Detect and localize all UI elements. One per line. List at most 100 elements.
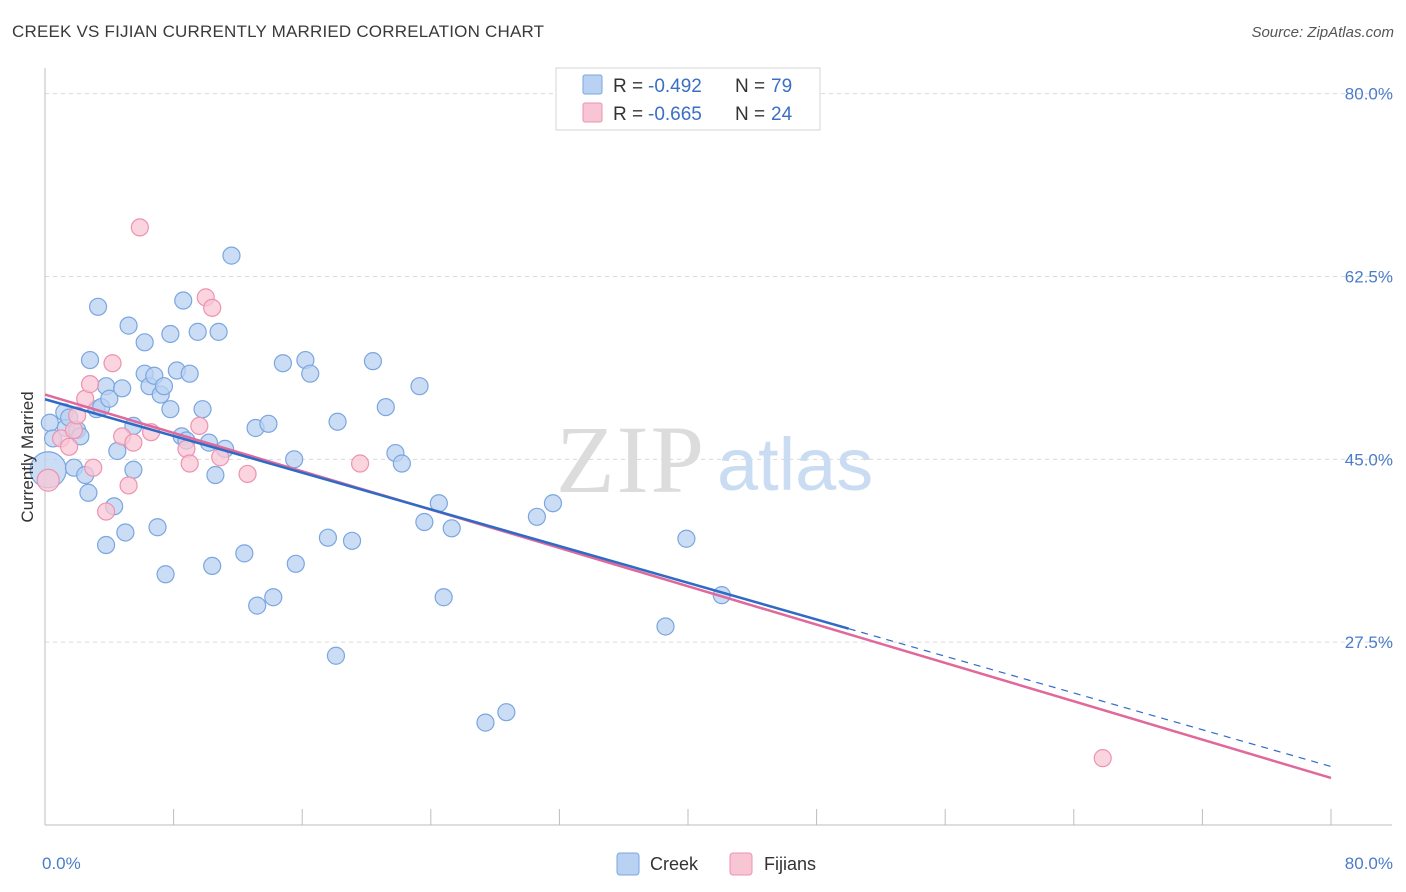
creek-point xyxy=(543,494,563,513)
fijian-point xyxy=(103,354,122,373)
y-tick-label-3: 80.0% xyxy=(1345,85,1393,104)
creek-point xyxy=(392,454,411,473)
creek-trend-extension xyxy=(848,628,1332,768)
creek-point xyxy=(326,646,346,665)
legend-fijian-r-label: R = xyxy=(613,104,643,125)
fijian-points xyxy=(36,218,1112,768)
creek-point xyxy=(376,397,395,417)
creek-point xyxy=(135,333,154,352)
creek-point xyxy=(656,617,675,636)
creek-point xyxy=(188,322,207,341)
fijian-point xyxy=(80,375,100,394)
creek-point xyxy=(148,518,167,537)
chart-title: CREEK VS FIJIAN CURRENTLY MARRIED CORREL… xyxy=(12,22,545,41)
creek-point xyxy=(124,460,143,479)
watermark-atlas: atlas xyxy=(717,423,873,506)
bottom-legend-fijian-label: Fijians xyxy=(764,854,816,874)
creek-point xyxy=(88,297,108,316)
creek-point xyxy=(161,324,180,344)
fijian-point xyxy=(124,433,143,452)
legend-creek-r-value: -0.492 xyxy=(648,76,702,97)
creek-point xyxy=(96,535,116,555)
creek-point xyxy=(203,556,222,576)
fijian-point xyxy=(84,458,103,477)
creek-points xyxy=(29,246,731,732)
creek-point xyxy=(301,364,320,383)
creek-point xyxy=(442,519,461,538)
top-legend: R = -0.492 N = 79 R = -0.665 N = 24 xyxy=(555,67,821,131)
fijian-trend-line xyxy=(44,393,1332,780)
creek-point xyxy=(497,703,516,722)
creek-point xyxy=(180,364,199,383)
creek-point xyxy=(527,507,546,526)
creek-point xyxy=(286,554,305,573)
creek-point xyxy=(209,322,228,341)
legend-fijian-swatch xyxy=(582,102,603,123)
fijian-point xyxy=(68,406,87,425)
fijian-point xyxy=(350,454,370,473)
y-tick-label-1: 45.0% xyxy=(1345,450,1393,469)
watermark-zip: ZIP xyxy=(556,406,706,513)
fijian-point xyxy=(180,454,199,473)
fijian-point xyxy=(119,476,138,495)
bottom-legend-creek-swatch xyxy=(616,852,640,876)
x-tick-label-1: 80.0% xyxy=(1345,854,1393,873)
creek-point xyxy=(476,713,495,732)
y-tick-label-2: 62.5% xyxy=(1345,268,1393,287)
tick-labels: 27.5% 45.0% 62.5% 80.0% 0.0% 80.0% xyxy=(42,85,1393,873)
creek-point xyxy=(116,523,135,542)
creek-point xyxy=(100,389,119,408)
legend-creek-swatch xyxy=(582,74,603,95)
y-axis-title: Currently Married xyxy=(18,391,37,522)
creek-point xyxy=(174,291,193,310)
creek-point xyxy=(154,377,174,396)
creek-point xyxy=(79,483,98,502)
creek-point xyxy=(40,413,59,432)
creek-point xyxy=(119,316,138,335)
creek-point xyxy=(193,400,212,419)
creek-point xyxy=(677,529,696,548)
bottom-legend: Creek Fijians xyxy=(616,852,816,876)
fijian-point xyxy=(36,468,60,492)
creek-point xyxy=(410,377,429,396)
creek-point xyxy=(318,528,338,547)
creek-point xyxy=(156,565,175,584)
creek-point xyxy=(161,400,180,419)
creek-point xyxy=(273,354,293,373)
fijian-point xyxy=(238,464,257,484)
creek-point xyxy=(434,588,453,607)
creek-point xyxy=(222,246,241,265)
legend-fijian-n-label: N = xyxy=(735,104,765,125)
fijian-point xyxy=(1093,749,1112,768)
creek-point xyxy=(80,350,100,370)
legend-creek-n-value: 79 xyxy=(771,76,792,97)
creek-point xyxy=(363,352,383,371)
fijian-point xyxy=(203,298,222,317)
watermark: ZIP atlas xyxy=(556,406,873,513)
x-tick-label-0: 0.0% xyxy=(42,854,81,873)
legend-fijian-n-value: 24 xyxy=(771,104,793,125)
creek-point xyxy=(206,465,225,485)
creek-point xyxy=(248,596,267,615)
axes xyxy=(44,68,1392,826)
fijian-point xyxy=(190,416,209,436)
creek-point xyxy=(235,544,254,563)
creek-point xyxy=(342,531,362,550)
creek-trend-line xyxy=(44,398,850,630)
legend-fijian-r-value: -0.665 xyxy=(648,104,702,125)
fijian-point xyxy=(60,437,79,456)
bottom-legend-creek-label: Creek xyxy=(650,854,699,874)
legend-creek-r-label: R = xyxy=(613,76,643,97)
legend-creek-n-label: N = xyxy=(735,76,765,97)
y-tick-label-0: 27.5% xyxy=(1345,633,1393,652)
creek-point xyxy=(259,414,278,433)
creek-point xyxy=(113,379,132,398)
creek-point xyxy=(415,512,434,532)
creek-point xyxy=(285,450,304,469)
creek-point xyxy=(264,588,283,607)
bottom-legend-fijian-swatch xyxy=(729,852,753,876)
trend-lines xyxy=(44,393,1332,780)
grid-lines xyxy=(45,93,1392,643)
creek-point xyxy=(328,412,347,431)
